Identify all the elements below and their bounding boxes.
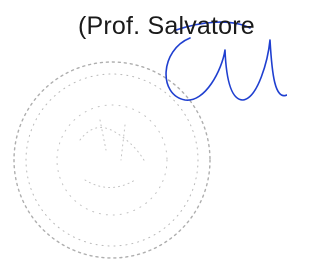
signature-stroke [166,38,287,100]
stamp [14,62,210,258]
stamp-emblem [57,105,167,215]
stamp-emblem-detail [80,120,145,188]
signatory-name: (Prof. Salvatore [78,12,255,41]
stamp-inner-ring [26,74,198,246]
stamp-outer-ring [14,62,210,258]
document-page: {"signature_block": {"name": "(Prof. Sal… [0,0,287,271]
